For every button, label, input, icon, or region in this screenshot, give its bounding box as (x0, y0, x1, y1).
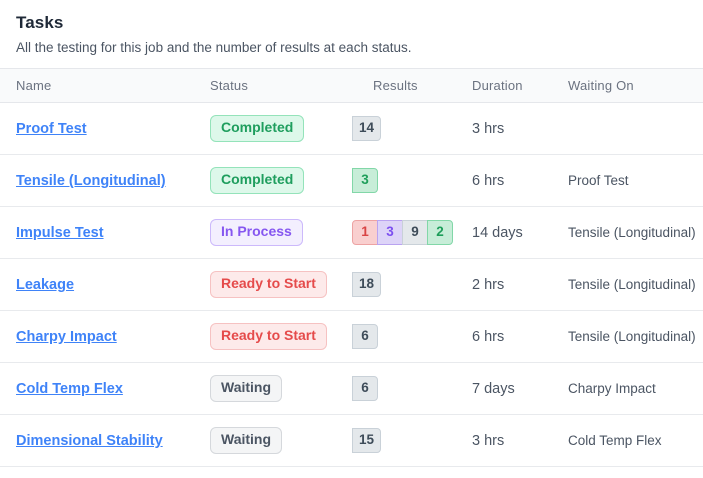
task-duration-cell: 2 hrs (472, 258, 568, 311)
task-waiting-on-cell: Proof Test (568, 154, 703, 207)
column-header-results: Results (352, 68, 472, 103)
table-row: Charpy Impact Ready to Start 6 6 hrs Ten… (0, 310, 703, 363)
table-row: Proof Test Completed 14 3 hrs (0, 102, 703, 155)
task-status-cell: Completed (210, 102, 352, 155)
result-count-badge: 14 (352, 115, 382, 142)
table-row: Tensile (Longitudinal) Completed 3 6 hrs… (0, 154, 703, 207)
status-badge: Waiting (210, 427, 283, 454)
task-results-cell: 14 (352, 102, 472, 155)
task-status-cell: Ready to Start (210, 310, 352, 363)
task-duration-cell: 3 hrs (472, 414, 568, 467)
result-count-badge: 3 (352, 167, 378, 194)
status-badge: Completed (210, 115, 305, 142)
table-header-row: Name Status Results Duration Waiting On (0, 68, 703, 103)
task-status-cell: Waiting (210, 414, 352, 467)
results-count-group: 3 (352, 167, 378, 194)
task-waiting-on-cell: Cold Temp Flex (568, 414, 703, 467)
task-waiting-on-cell: Tensile (Longitudinal) (568, 310, 703, 363)
column-header-name: Name (0, 68, 210, 103)
task-name-cell: Charpy Impact (0, 310, 210, 363)
task-name-cell: Dimensional Stability (0, 414, 210, 467)
status-badge: Completed (210, 167, 305, 194)
task-waiting-on-cell: Tensile (Longitudinal) (568, 258, 703, 311)
task-name-link[interactable]: Cold Temp Flex (16, 381, 123, 397)
task-name-cell: Tensile (Longitudinal) (0, 154, 210, 207)
status-badge: In Process (210, 219, 303, 246)
task-status-cell: Waiting (210, 362, 352, 415)
result-count-badge: 15 (352, 427, 382, 454)
panel-header: Tasks All the testing for this job and t… (0, 0, 703, 55)
result-count-badge: 6 (352, 323, 378, 350)
page-subtitle: All the testing for this job and the num… (16, 40, 412, 55)
result-count-badge: 2 (427, 219, 453, 246)
task-duration-cell: 3 hrs (472, 102, 568, 155)
task-results-cell: 6 (352, 310, 472, 363)
task-name-cell: Proof Test (0, 102, 210, 155)
task-name-link[interactable]: Leakage (16, 277, 75, 293)
table-row: Cold Temp Flex Waiting 6 7 days Charpy I… (0, 362, 703, 415)
task-duration-cell: 7 days (472, 362, 568, 415)
task-status-cell: In Process (210, 206, 352, 259)
task-name-cell: Leakage (0, 258, 210, 311)
status-badge: Waiting (210, 375, 283, 402)
task-duration-cell: 6 hrs (472, 310, 568, 363)
results-count-group: 18 (352, 271, 382, 298)
status-badge: Ready to Start (210, 323, 327, 350)
results-count-group: 14 (352, 115, 382, 142)
task-name-link[interactable]: Impulse Test (16, 225, 104, 241)
task-status-cell: Ready to Start (210, 258, 352, 311)
task-results-cell: 15 (352, 414, 472, 467)
results-count-group: 6 (352, 323, 378, 350)
results-count-group: 15 (352, 427, 382, 454)
task-duration-cell: 6 hrs (472, 154, 568, 207)
task-name-cell: Cold Temp Flex (0, 362, 210, 415)
tasks-table: Name Status Results Duration Waiting On … (0, 68, 703, 467)
table-row: Dimensional Stability Waiting 15 3 hrs C… (0, 414, 703, 467)
task-results-cell: 18 (352, 258, 472, 311)
task-results-cell: 6 (352, 362, 472, 415)
task-waiting-on-cell (568, 102, 703, 155)
task-waiting-on-cell: Charpy Impact (568, 362, 703, 415)
results-count-group: 6 (352, 375, 378, 402)
task-waiting-on-cell: Tensile (Longitudinal) (568, 206, 703, 259)
page-title: Tasks (16, 13, 64, 32)
task-status-cell: Completed (210, 154, 352, 207)
task-results-cell: 3 (352, 154, 472, 207)
task-name-cell: Impulse Test (0, 206, 210, 259)
result-count-badge: 3 (377, 219, 403, 246)
result-count-badge: 18 (352, 271, 382, 298)
task-name-link[interactable]: Proof Test (16, 121, 87, 137)
column-header-waiting-on: Waiting On (568, 68, 703, 103)
status-badge: Ready to Start (210, 271, 327, 298)
column-header-duration: Duration (472, 68, 568, 103)
task-duration-cell: 14 days (472, 206, 568, 259)
table-row: Leakage Ready to Start 18 2 hrs Tensile … (0, 258, 703, 311)
result-count-badge: 1 (352, 219, 378, 246)
result-count-badge: 9 (402, 219, 428, 246)
column-header-status: Status (210, 68, 352, 103)
task-name-link[interactable]: Charpy Impact (16, 329, 117, 345)
result-count-badge: 6 (352, 375, 378, 402)
task-name-link[interactable]: Tensile (Longitudinal) (16, 173, 166, 189)
task-name-link[interactable]: Dimensional Stability (16, 433, 163, 449)
